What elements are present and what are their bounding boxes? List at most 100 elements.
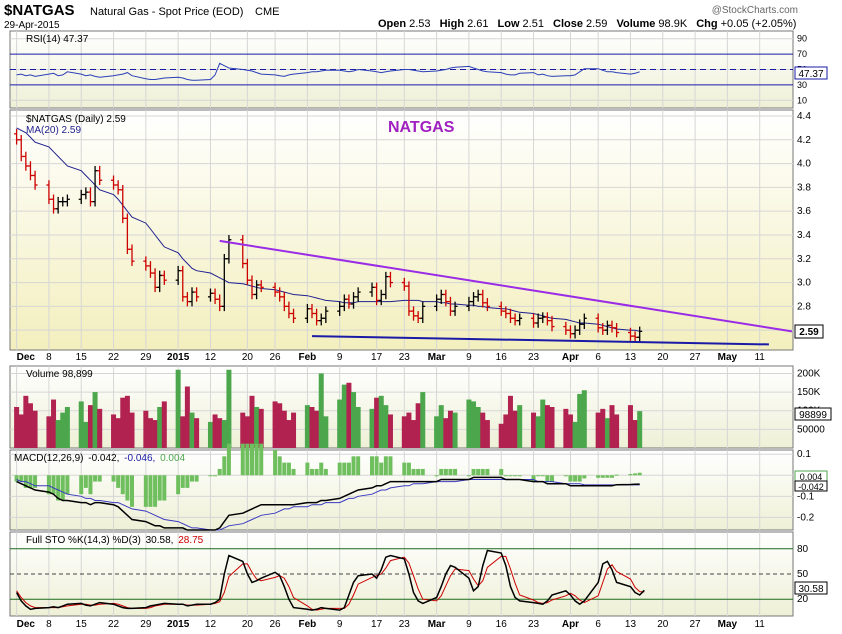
x-tick-label: 9: [337, 619, 343, 630]
volume-bar: [240, 412, 246, 448]
x-tick-label: 23: [399, 352, 411, 363]
macd-hist-bar: [162, 475, 167, 501]
ohlc-bar: [152, 268, 158, 293]
volume-bar: [604, 418, 610, 448]
symbol-title: $NATGAS: [4, 2, 75, 19]
ohlc-bar: [189, 287, 195, 307]
ohlc-bar: [434, 294, 440, 312]
natgas-annotation: NATGAS: [388, 119, 455, 136]
svg-text:0.004: 0.004: [800, 472, 823, 482]
volume-bar: [581, 390, 587, 448]
macd-hist-bar: [28, 475, 33, 488]
ohlc-bar: [254, 280, 260, 300]
ohlc-bar: [341, 294, 347, 312]
ohlc-bar: [184, 292, 190, 307]
high-value: 2.61: [467, 18, 488, 30]
macd-hist-bar: [531, 475, 536, 482]
volume-bar: [595, 412, 601, 448]
macd-hist-bar: [513, 475, 518, 477]
ohlc-bar: [272, 282, 278, 297]
volume-bar: [475, 407, 481, 448]
sto-panel: 80 50 20: [10, 544, 809, 611]
volume-label: Volume: [616, 18, 655, 30]
ohlc-bar: [180, 265, 186, 302]
price-label: $NATGAS (Daily) 2.59: [26, 114, 126, 125]
ohlc-bar: [355, 287, 361, 302]
volume-bar: [217, 418, 223, 448]
resistance-trendline: [219, 239, 793, 333]
macd-label-name: MACD(12,26,9): [14, 453, 83, 464]
volume-bar: [115, 418, 121, 448]
sto-tick-label: 80: [797, 544, 809, 555]
macd-hist-bar: [434, 475, 439, 477]
close-label: Close: [553, 18, 583, 30]
volume-bar: [401, 416, 407, 448]
x-tick-label: Feb: [298, 619, 316, 630]
macd-hist-bar: [153, 475, 158, 507]
x-tick-label: 9: [466, 619, 472, 630]
volume-bar: [152, 420, 158, 448]
macd-line: [16, 476, 640, 531]
volume-bar: [378, 395, 384, 448]
ohlc-bar: [207, 288, 213, 302]
macd-hist-bar: [633, 473, 638, 476]
macd-hist-bar: [83, 475, 88, 488]
volume-bar: [55, 420, 61, 448]
ohlc-bar: [632, 331, 638, 343]
volume-bar: [18, 414, 24, 448]
ohlc-bar: [120, 185, 126, 224]
macd-hist-bar: [56, 475, 61, 501]
volume-bar: [480, 412, 486, 448]
volume-bar: [212, 414, 218, 448]
ohlc-bar: [512, 313, 518, 326]
x-tick-label: 17: [371, 619, 383, 630]
volume-bar: [323, 416, 329, 448]
x-tick-label: 15: [76, 352, 88, 363]
volume-bar: [147, 418, 153, 448]
ohlc-bar: [129, 244, 135, 266]
macd-hist-bar: [439, 468, 444, 476]
macd-hist-bar: [406, 462, 411, 476]
ohlc-bar: [369, 282, 375, 297]
macd-hist-bar: [286, 462, 291, 476]
volume-bar: [387, 414, 393, 448]
ohlc-bar: [600, 323, 606, 335]
macd-hist-bar: [143, 475, 148, 507]
ohlc-bar: [83, 187, 89, 200]
x-tick-label: 27: [690, 619, 702, 630]
volume-bar: [175, 369, 181, 448]
macd-hist-bar: [480, 468, 485, 476]
macd-panel: 0.1-0.0-0.1-0.2: [10, 443, 815, 531]
x-tick-label: Apr: [562, 352, 579, 363]
x-tick-label: 23: [528, 352, 540, 363]
ohlc-bar: [452, 301, 458, 316]
ohlc-bar: [535, 313, 541, 328]
macd-hist-bar: [240, 443, 245, 476]
macd-hist-bar: [637, 472, 642, 476]
macd-hist-bar: [111, 475, 116, 482]
macd-hist-bar: [471, 468, 476, 476]
rsi-tick-label: 90: [797, 34, 807, 44]
macd-hist-bar: [217, 468, 222, 476]
x-tick-label: 12: [205, 352, 217, 363]
x-tick-label: 22: [108, 619, 120, 630]
macd-hist-bar: [610, 475, 614, 478]
volume-bar: [244, 416, 250, 448]
ohlc-bar: [540, 312, 546, 324]
sto-label: Full STO %K(14,3) %D(3) 30.58, 28.75: [26, 535, 204, 546]
price-tick-label: 3.6: [797, 206, 811, 217]
price-tick-label: 2.8: [797, 301, 811, 312]
x-tick-label: May: [718, 619, 738, 630]
ohlc-bar: [78, 189, 84, 205]
low-label: Low: [498, 18, 520, 30]
ohlc-bar: [443, 289, 449, 307]
macd-hist-bar: [130, 475, 134, 507]
sto-last-box: 30.58: [794, 581, 828, 595]
macd-hist-bar: [600, 475, 605, 478]
volume-bar: [286, 420, 292, 448]
x-tick-label: 8: [46, 619, 52, 630]
macd-hist-bar: [323, 468, 328, 476]
macd-hist-bar: [250, 443, 254, 476]
